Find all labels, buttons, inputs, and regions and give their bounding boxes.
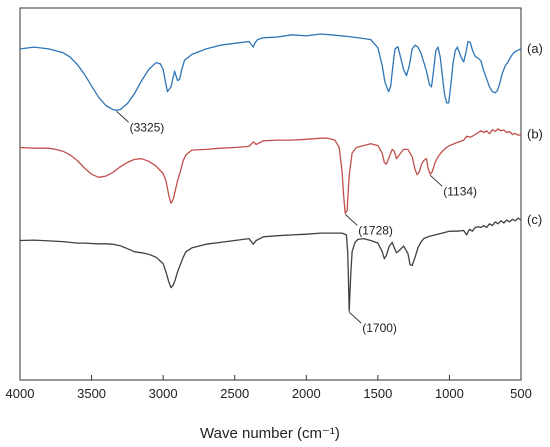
plot-frame [19,7,522,381]
x-tick-label: 1000 [435,386,464,401]
annotation-layer: (3325) (1728) (1134) (1700) [116,110,477,335]
annotation-leader [429,174,443,187]
series-label-b: (b) [527,126,543,141]
x-axis-title: Wave number (cm⁻¹) [200,425,340,442]
series-labels: (a) (b) (c) [527,41,543,227]
x-tick-label: 2000 [292,386,321,401]
peak-annotation: (1700) [362,321,397,335]
x-tick-label: 3000 [149,386,178,401]
series-line-c [19,217,522,312]
x-axis-ticks: 4000 3500 3000 2500 2000 1500 1000 500 [6,375,532,401]
peak-annotation: (1134) [443,184,477,198]
x-tick-label: 4000 [6,386,35,401]
peak-annotation: (3325) [130,120,165,134]
series-label-a: (a) [527,41,543,56]
annotation-leader [348,311,362,324]
series-line-b [19,128,522,214]
annotation-leader [344,214,358,226]
x-tick-label: 2500 [220,386,249,401]
series-label-c: (c) [527,212,542,227]
annotation-leader [116,110,129,123]
x-tick-label: 500 [510,386,532,401]
x-tick-label: 3500 [77,386,106,401]
peak-annotation: (1728) [358,223,393,237]
series-line-a [19,33,522,111]
x-tick-label: 1500 [363,386,392,401]
series-layer [19,33,522,312]
